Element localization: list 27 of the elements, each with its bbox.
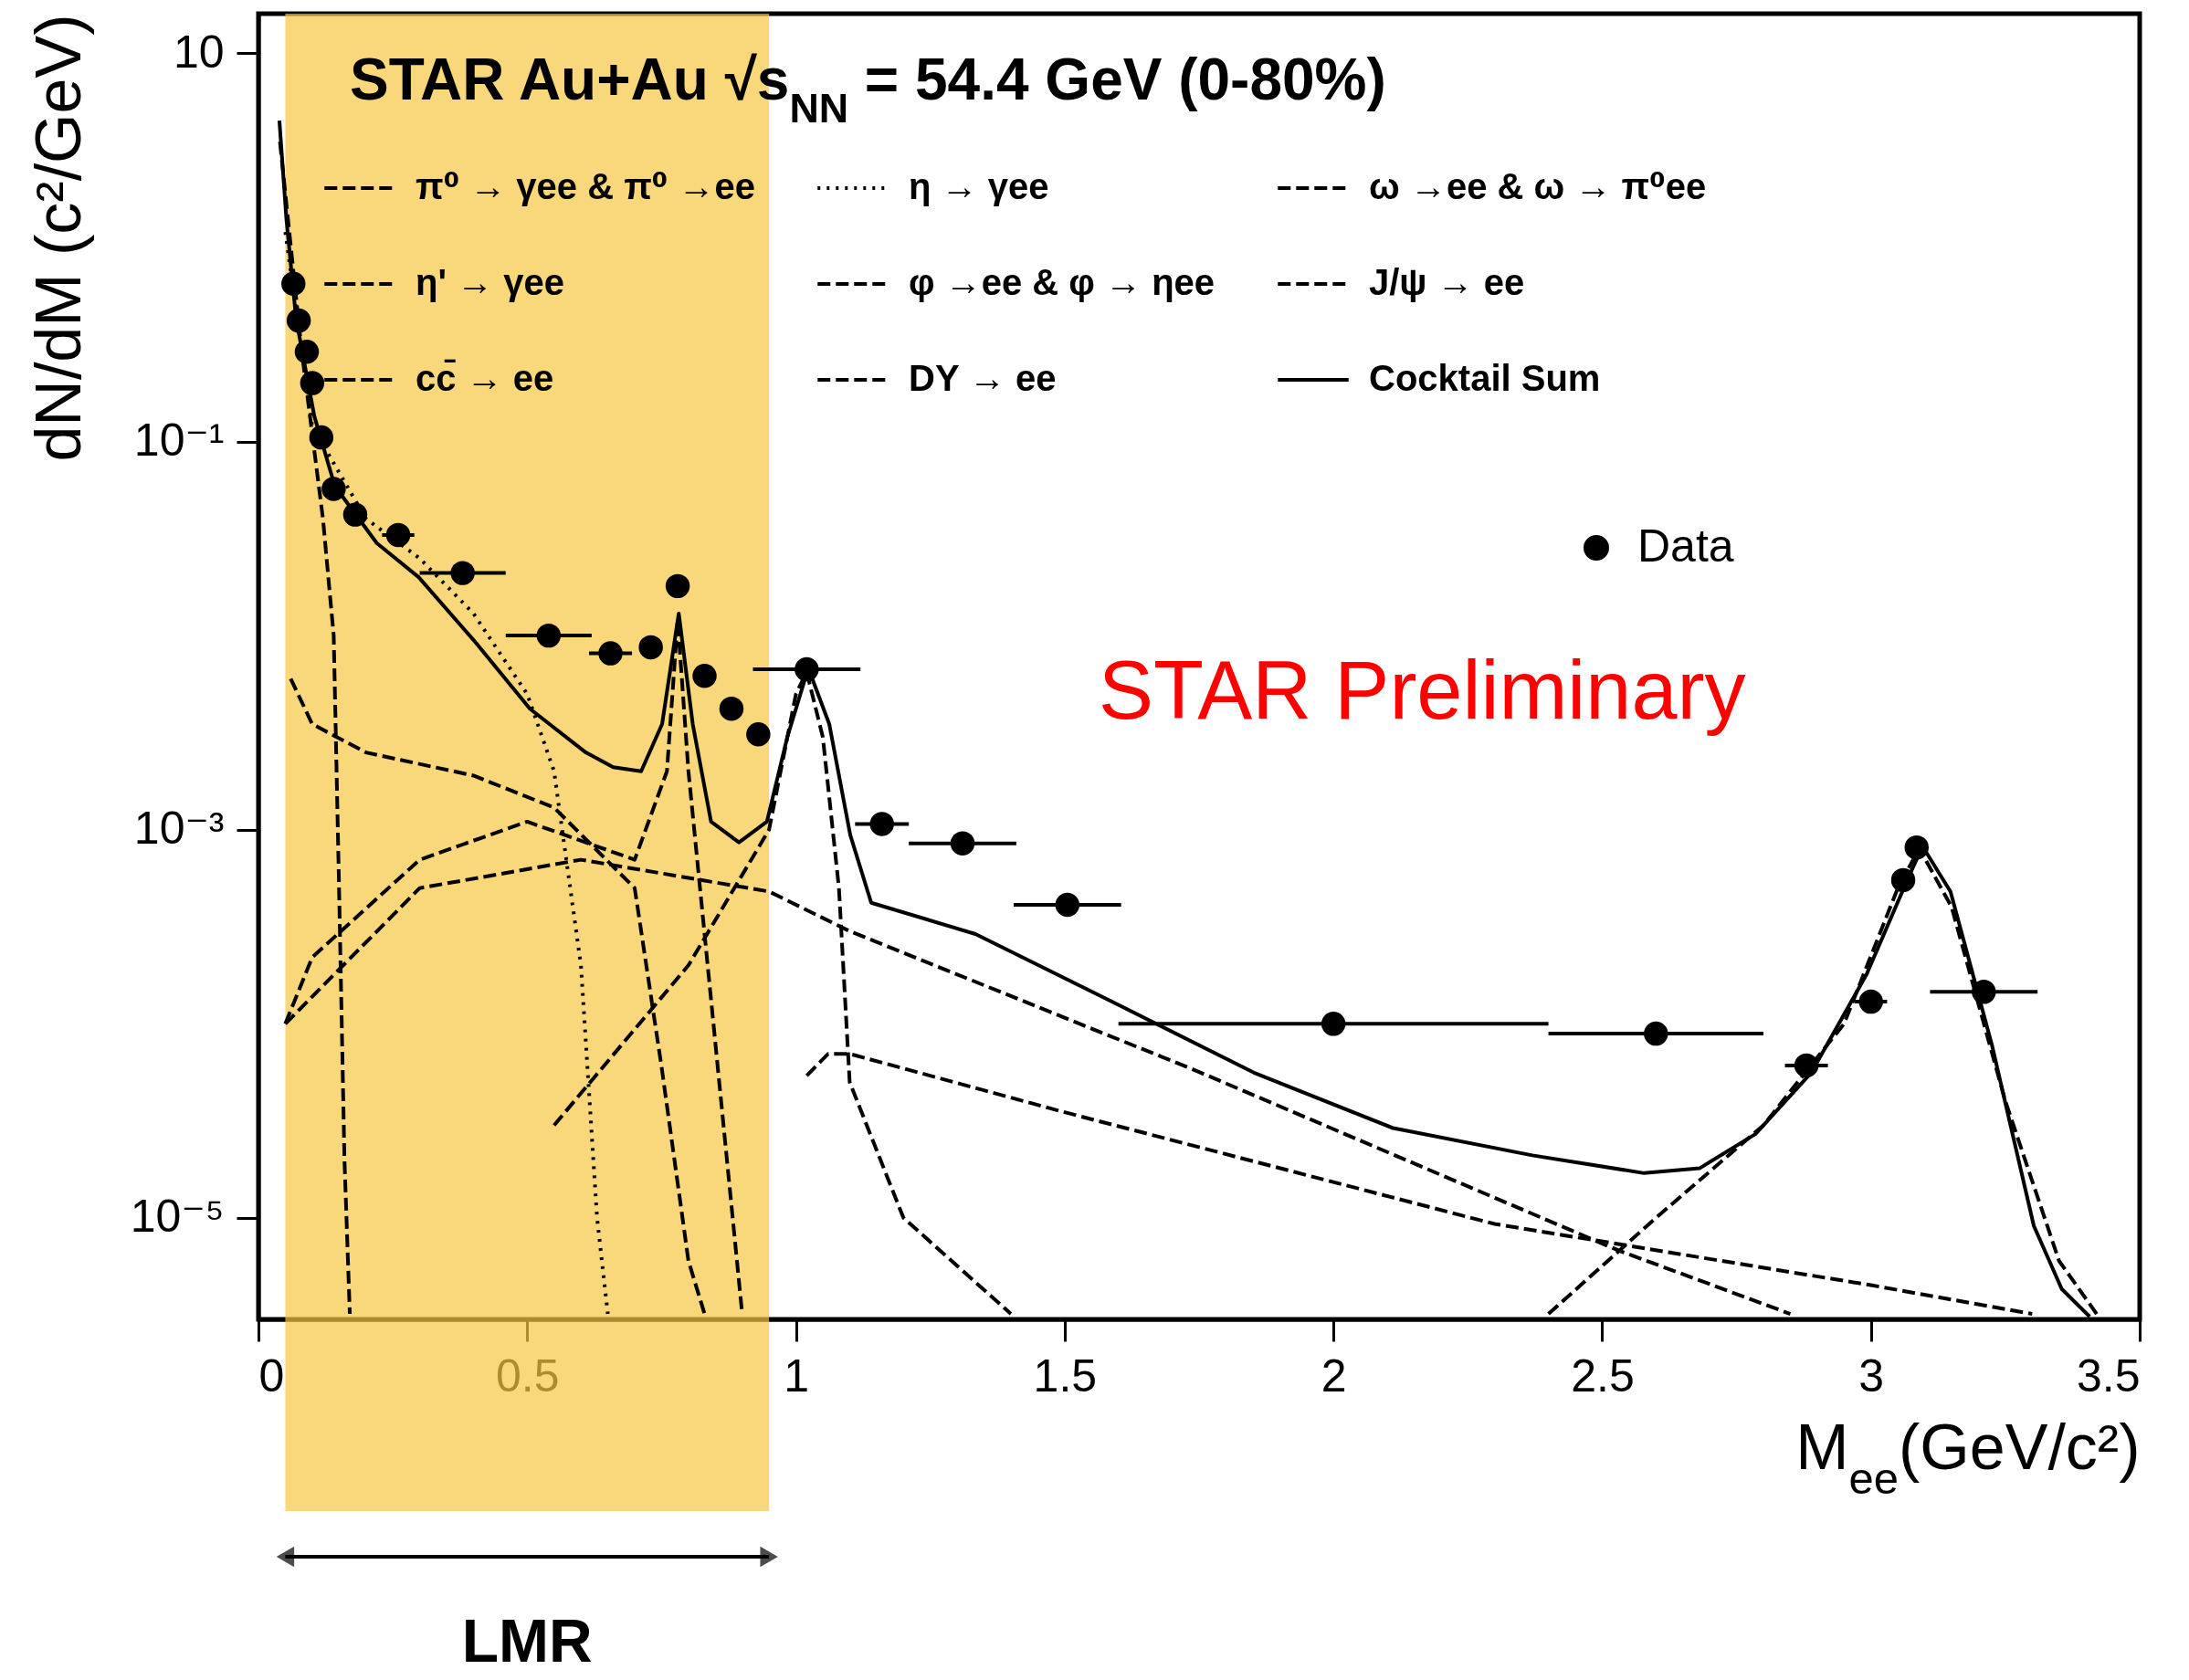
y-tick-label: 10 [173, 26, 225, 78]
y-tick-label: 10⁻¹ [133, 415, 225, 467]
y-axis-title: dN/dM (c²/GeV) [22, 14, 94, 462]
annotation: STAR Preliminary [1099, 645, 1746, 736]
band-label: LMR [461, 1607, 593, 1675]
legend-label: η' → γee [416, 262, 564, 302]
legend-label: Data [1637, 520, 1734, 572]
legend-label: ω →ee & ω → π⁰ee [1369, 166, 1707, 206]
x-axis-title: M$_{ee}$(GeV/c²) [1795, 1411, 2141, 1503]
x-tick-label: 0.5 [496, 1349, 560, 1402]
x-tick-label: 2.5 [1571, 1349, 1635, 1402]
legend-label: π⁰ → γee & π⁰ →ee [416, 166, 755, 206]
legend-label: J/ψ → ee [1369, 262, 1525, 302]
x-tick-label: 1.5 [1033, 1349, 1098, 1402]
legend-label: φ →ee & φ → ηee [909, 262, 1216, 302]
legend-label: Cocktail Sum [1369, 358, 1601, 398]
legend-label: cc̄ → ee [416, 358, 554, 398]
legend-label: DY → ee [909, 358, 1057, 398]
legend-label: η → γee [909, 166, 1049, 206]
x-tick-label: 3.5 [2076, 1349, 2141, 1402]
x-tick-label: 3 [1858, 1349, 1885, 1402]
x-tick-label: 2 [1321, 1349, 1347, 1402]
text: STAR Au+Au √s$_{NN}$ = 54.4 GeV (0-80%) [350, 47, 1386, 131]
y-tick-label: 10⁻³ [133, 803, 225, 855]
x-tick-label: 1 [784, 1349, 809, 1402]
x-tick-label: 0 [258, 1349, 285, 1402]
y-tick-label: 10⁻⁵ [130, 1191, 225, 1243]
